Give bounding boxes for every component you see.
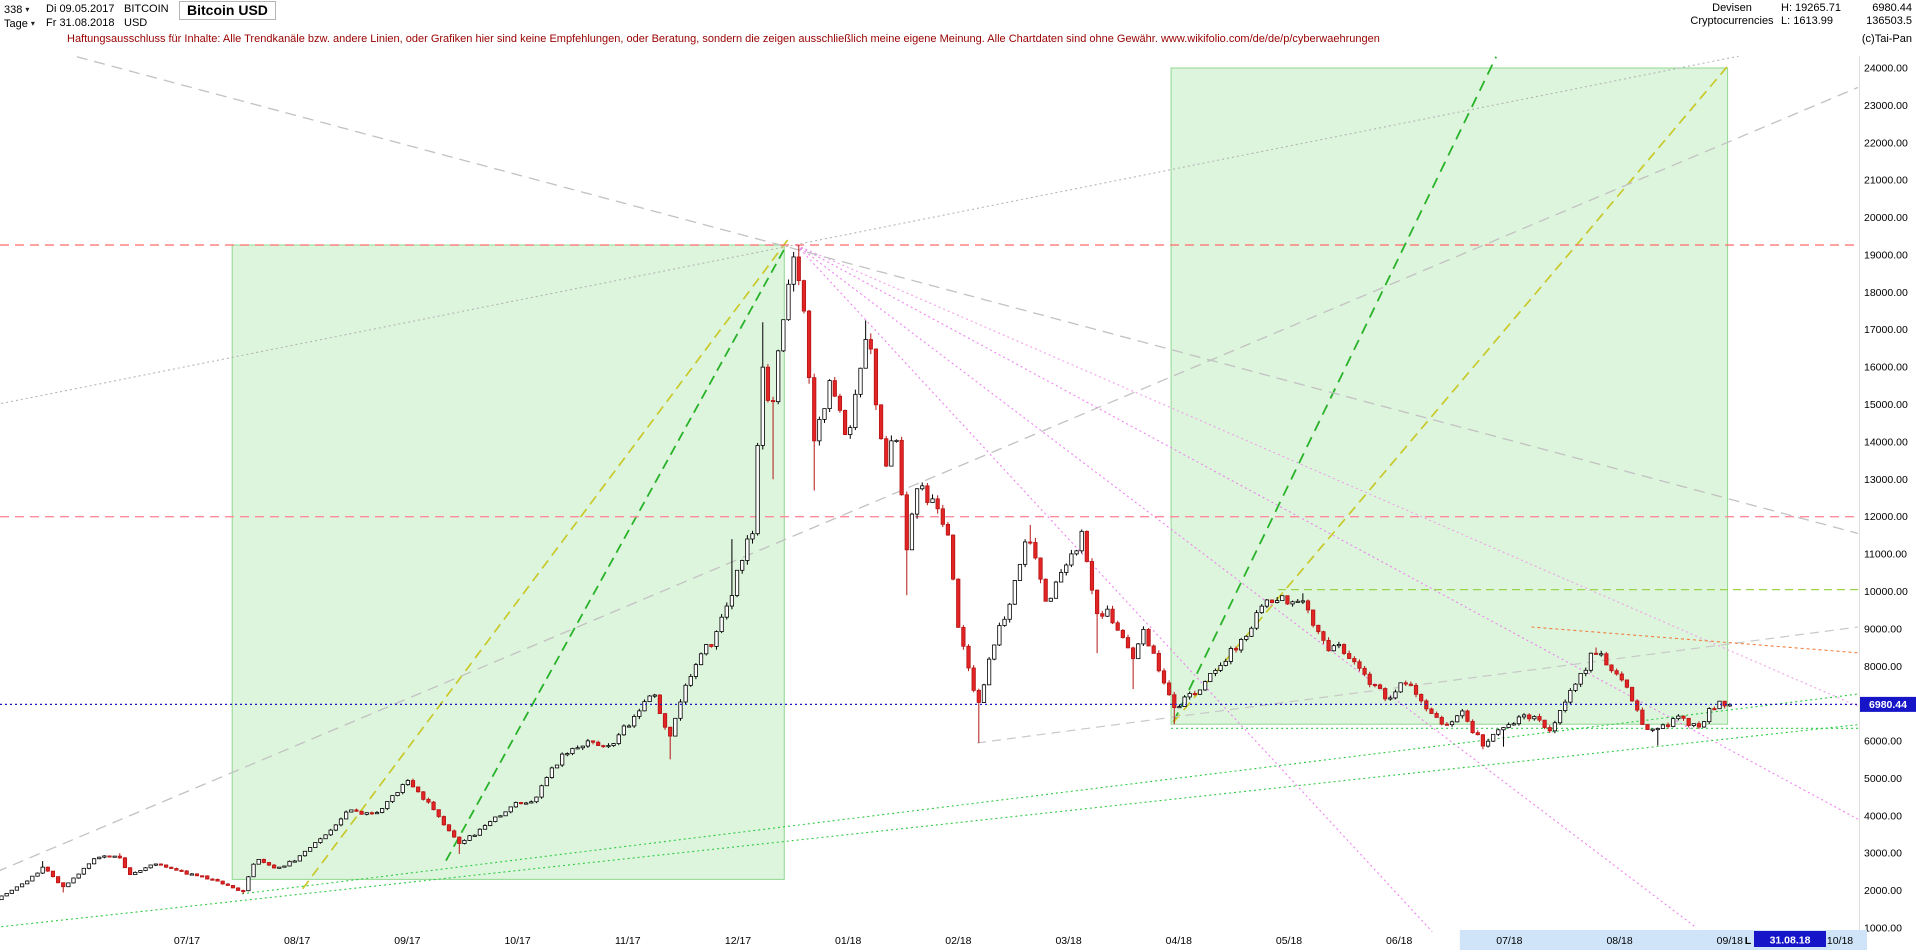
svg-text:21000.00: 21000.00 (1864, 175, 1908, 187)
period-unit-select[interactable]: Tage ▾ (4, 17, 35, 31)
time-axis-label: 08/18 (1606, 935, 1632, 947)
svg-text:24000.00: 24000.00 (1864, 63, 1908, 75)
svg-text:2000.00: 2000.00 (1864, 885, 1902, 897)
time-axis-label: 04/18 (1166, 935, 1192, 947)
period-high-low: H: 19265.71 L: 1613.99 (1781, 2, 1841, 28)
time-axis-label: 09/18 (1717, 935, 1743, 947)
svg-text:8000.00: 8000.00 (1864, 661, 1902, 673)
copyright-label: (c)Tai-Pan (1861, 33, 1912, 45)
svg-text:12000.00: 12000.00 (1864, 511, 1908, 523)
svg-text:11000.00: 11000.00 (1864, 549, 1907, 561)
currency-label: USD (124, 17, 148, 29)
time-axis-label: 07/17 (174, 935, 200, 947)
bars-count-select[interactable]: 338 ▾ (4, 3, 29, 17)
time-axis-label: 06/18 (1386, 935, 1412, 947)
svg-text:15000.00: 15000.00 (1864, 399, 1908, 411)
period-unit-value: Tage (4, 18, 28, 30)
last-bar-marker: L (1745, 935, 1752, 947)
plot-area (0, 56, 1858, 932)
time-axis-label: 12/17 (725, 935, 751, 947)
period-high: H: 19265.71 (1781, 2, 1841, 14)
svg-text:16000.00: 16000.00 (1864, 362, 1908, 374)
price-chart[interactable]: 1000.00 2000.00 3000.00 4000.00 5000.00 6000.… (0, 50, 1916, 952)
time-axis-label: 10/18 (1827, 935, 1853, 947)
time-axis: 07/17 08/17 09/17 10/17 11/17 12/17 01/18 02/18… (174, 930, 1867, 950)
svg-text:23000.00: 23000.00 (1864, 100, 1908, 112)
date-from[interactable]: Di 09.05.2017 (46, 3, 115, 15)
svg-text:1000.00: 1000.00 (1864, 923, 1902, 935)
symbol-label: BITCOIN (124, 3, 169, 15)
svg-text:3000.00: 3000.00 (1864, 848, 1902, 860)
chart-header: 338 ▾ Tage ▾ Di 09.05.2017 Fr 31.08.2018 B… (0, 0, 1916, 32)
trend-channel-boxes (231, 67, 1729, 880)
svg-text:22000.00: 22000.00 (1864, 137, 1908, 149)
time-axis-label: 11/17 (615, 935, 641, 947)
svg-text:19000.00: 19000.00 (1864, 249, 1908, 261)
price-axis: 1000.00 2000.00 3000.00 4000.00 5000.00 6000.… (1864, 63, 1908, 935)
last-date-label: 31.08.18 (1770, 935, 1811, 947)
disclaimer-text: Haftungsausschluss für Inhalte: Alle Tre… (67, 33, 1380, 45)
last-price-label: 6980.44 (1860, 696, 1916, 712)
chart-title: Bitcoin USD (179, 1, 276, 20)
svg-text:13000.00: 13000.00 (1864, 474, 1908, 486)
time-axis-label: 02/18 (945, 935, 971, 947)
svg-text:10000.00: 10000.00 (1864, 586, 1908, 598)
svg-text:18000.00: 18000.00 (1864, 287, 1908, 299)
time-axis-label: 01/18 (835, 935, 861, 947)
last-date-box (1754, 931, 1826, 947)
time-axis-label: 08/17 (284, 935, 310, 947)
svg-text:17000.00: 17000.00 (1864, 324, 1908, 336)
trend-lines (0, 56, 1858, 932)
date-to[interactable]: Fr 31.08.2018 (46, 17, 115, 29)
market-category-line2: Cryptocurrencies (1690, 15, 1774, 27)
svg-text:20000.00: 20000.00 (1864, 212, 1908, 224)
time-axis-label: 10/17 (504, 935, 530, 947)
svg-text:9000.00: 9000.00 (1864, 623, 1902, 635)
svg-text:6980.44: 6980.44 (1869, 699, 1907, 711)
svg-text:6000.00: 6000.00 (1864, 736, 1902, 748)
volume-value: 136503.5 (1866, 15, 1912, 27)
svg-text:14000.00: 14000.00 (1864, 436, 1908, 448)
caret-down-icon: ▾ (25, 5, 30, 14)
disclaimer-body: Haftungsausschluss für Inhalte: Alle Tre… (67, 33, 1161, 45)
quote-values: 6980.44 136503.5 (1866, 2, 1912, 28)
svg-text:4000.00: 4000.00 (1864, 810, 1902, 822)
period-low: L: 1613.99 (1781, 15, 1833, 27)
caret-down-icon: ▾ (30, 19, 35, 28)
last-price-value: 6980.44 (1872, 2, 1912, 14)
svg-text:5000.00: 5000.00 (1864, 773, 1902, 785)
market-category: Devisen Cryptocurrencies (1664, 2, 1800, 28)
chart-area: 1000.00 2000.00 3000.00 4000.00 5000.00 6000.… (0, 50, 1916, 952)
market-category-line1: Devisen (1712, 2, 1752, 14)
candlesticks (0, 245, 1732, 901)
bars-count-value: 338 (4, 4, 23, 16)
time-axis-label: 03/18 (1055, 935, 1081, 947)
time-axis-label: 09/17 (394, 935, 420, 947)
wikifolio-link[interactable]: www.wikifolio.com/de/de/p/cyberwaehrunge… (1160, 33, 1380, 45)
time-axis-label: 07/18 (1496, 935, 1522, 947)
time-axis-label: 05/18 (1276, 935, 1302, 947)
